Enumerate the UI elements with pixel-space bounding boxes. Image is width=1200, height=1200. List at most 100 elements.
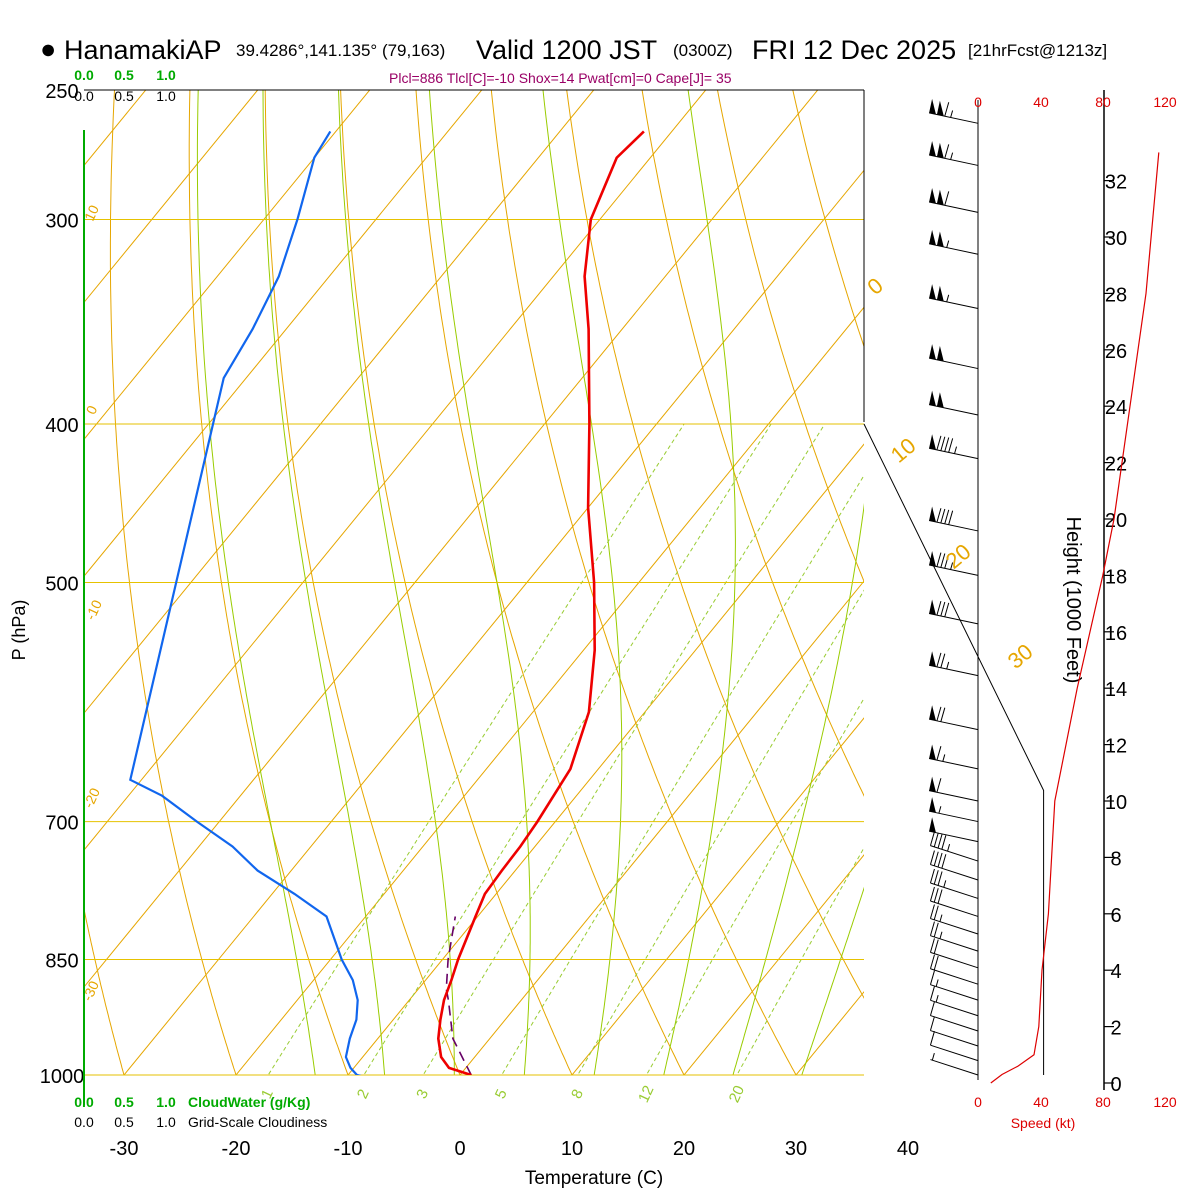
wind-barb-half-flag xyxy=(935,995,939,1003)
wind-barb-staff xyxy=(930,1059,979,1076)
isotherm xyxy=(992,61,1200,1110)
height-tick-label: 4 xyxy=(1110,961,1121,983)
wind-barb xyxy=(929,886,979,917)
wind-barb-flag xyxy=(933,922,939,938)
wind-barb-half-flag xyxy=(939,914,943,922)
dry-adiabat xyxy=(490,90,797,1075)
thermo-grid xyxy=(0,61,1200,1110)
wind-barb-half-flag xyxy=(947,844,951,852)
mixing-ratio-label: 5 xyxy=(492,1087,511,1102)
isotherm xyxy=(84,90,483,578)
height-tick-label: 32 xyxy=(1105,172,1127,194)
isotherm xyxy=(84,90,595,714)
isotherm xyxy=(880,61,1200,1110)
isotherm-label: -10 xyxy=(82,597,105,622)
wind-barb-half-flag xyxy=(931,1053,935,1061)
isotherm xyxy=(459,580,864,1075)
wind-barb-staff xyxy=(928,297,979,309)
isotherm-label: 0 xyxy=(862,273,887,300)
wind-barb xyxy=(928,817,979,843)
dewpoint-line xyxy=(129,130,362,1075)
x-axis-label: Temperature (C) xyxy=(525,1168,663,1189)
wind-barb-half-flag xyxy=(946,661,950,670)
wind-barb-flag xyxy=(933,832,939,847)
wind-barb-flag xyxy=(929,921,935,936)
wind-barb-flag xyxy=(940,601,946,617)
wind-barb-staff xyxy=(928,520,979,532)
wind-barb-flag xyxy=(936,552,942,567)
wind-barb-flag xyxy=(929,1016,935,1031)
cloudiness-tick: 1.0 xyxy=(156,1114,176,1130)
speed-tick-top: 40 xyxy=(1033,94,1049,110)
wind-barb-pennant xyxy=(929,817,936,833)
height-tick-label: 22 xyxy=(1105,454,1127,476)
wind-barb-staff xyxy=(930,984,979,1001)
mixing-ratio-label: 20 xyxy=(726,1083,748,1105)
wind-barb-pennant xyxy=(936,231,944,247)
dry-adiabat xyxy=(0,61,20,1110)
forecast-info: [21hrFcst@1213z] xyxy=(968,41,1108,60)
mixing-ratio-line xyxy=(422,423,826,1075)
wind-barb-pennant xyxy=(929,434,936,450)
height-tick-label: 8 xyxy=(1110,848,1121,870)
temperature-tick-label: -20 xyxy=(222,1138,251,1160)
isotherm xyxy=(123,169,864,1075)
cloudiness-tick: 0.5 xyxy=(114,1114,134,1130)
wind-barb-staff xyxy=(928,357,979,370)
isotherm xyxy=(84,90,371,441)
wind-barb-pennant xyxy=(936,100,944,117)
surface-temperature-dot xyxy=(467,1077,476,1086)
wind-barb-flag xyxy=(936,601,942,616)
wind-barb xyxy=(929,831,979,862)
wind-barb-flag xyxy=(929,886,935,902)
isotherm xyxy=(795,991,864,1075)
wind-barb-staff xyxy=(930,900,979,917)
dry-adiabat xyxy=(415,90,685,1075)
dry-adiabat xyxy=(861,61,1200,1110)
wind-barbs xyxy=(928,98,979,1076)
dry-adiabat xyxy=(716,90,864,583)
isotherm-label: 10 xyxy=(886,433,921,468)
wind-barb-pennant xyxy=(929,141,936,157)
wind-barb-flag xyxy=(944,437,950,452)
isotherm-label: 0 xyxy=(83,403,101,417)
wind-barb-staff xyxy=(928,447,979,460)
speed-tick-bottom: 120 xyxy=(1153,1094,1177,1110)
moist-adiabat xyxy=(262,90,386,1075)
height-axis-label: Height (1000 Feet) xyxy=(1062,517,1084,684)
surface-dewpoint-dot xyxy=(385,1077,394,1086)
wind-barb-staff xyxy=(928,404,979,416)
station-coords: 39.4286°,141.135° (79,163) xyxy=(236,41,446,60)
wind-barb-flag xyxy=(936,778,942,793)
moist-adiabat xyxy=(663,90,736,1075)
wind-barb-staff xyxy=(930,1044,979,1062)
pressure-tick-label: 850 xyxy=(45,951,78,973)
wind-barb xyxy=(928,506,979,532)
station-name: HanamakiAP xyxy=(64,35,222,65)
wind-barb-pennant xyxy=(929,344,936,360)
wind-barb-staff xyxy=(928,112,979,124)
mixing-ratio-label: 12 xyxy=(635,1083,657,1105)
wind-barb-staff xyxy=(930,918,979,935)
height-tick-label: 18 xyxy=(1105,566,1127,588)
wind-barb-flag xyxy=(933,888,939,903)
wind-barb-staff xyxy=(928,201,979,213)
temperature-tick-label: 30 xyxy=(785,1138,807,1160)
wind-barb-flag xyxy=(940,508,946,524)
wind-barb xyxy=(929,921,979,952)
wind-barb-pennant xyxy=(929,229,936,246)
wind-barb-flag xyxy=(929,850,935,865)
wind-barb-staff xyxy=(928,810,979,823)
cloud-water-label: CloudWater (g/Kg) xyxy=(188,1094,310,1110)
wind-barb-pennant xyxy=(929,651,936,667)
wind-barb-flag xyxy=(940,436,946,451)
pressure-tick-label: 700 xyxy=(45,813,78,835)
wind-barb-flag xyxy=(941,835,947,850)
wind-barb-flag xyxy=(929,1001,935,1016)
wind-barb-pennant xyxy=(929,599,936,615)
wind-barb-half-flag xyxy=(946,294,950,302)
pressure-tick-label: 1000 xyxy=(40,1066,85,1088)
pressure-tick-label: 300 xyxy=(45,211,78,233)
